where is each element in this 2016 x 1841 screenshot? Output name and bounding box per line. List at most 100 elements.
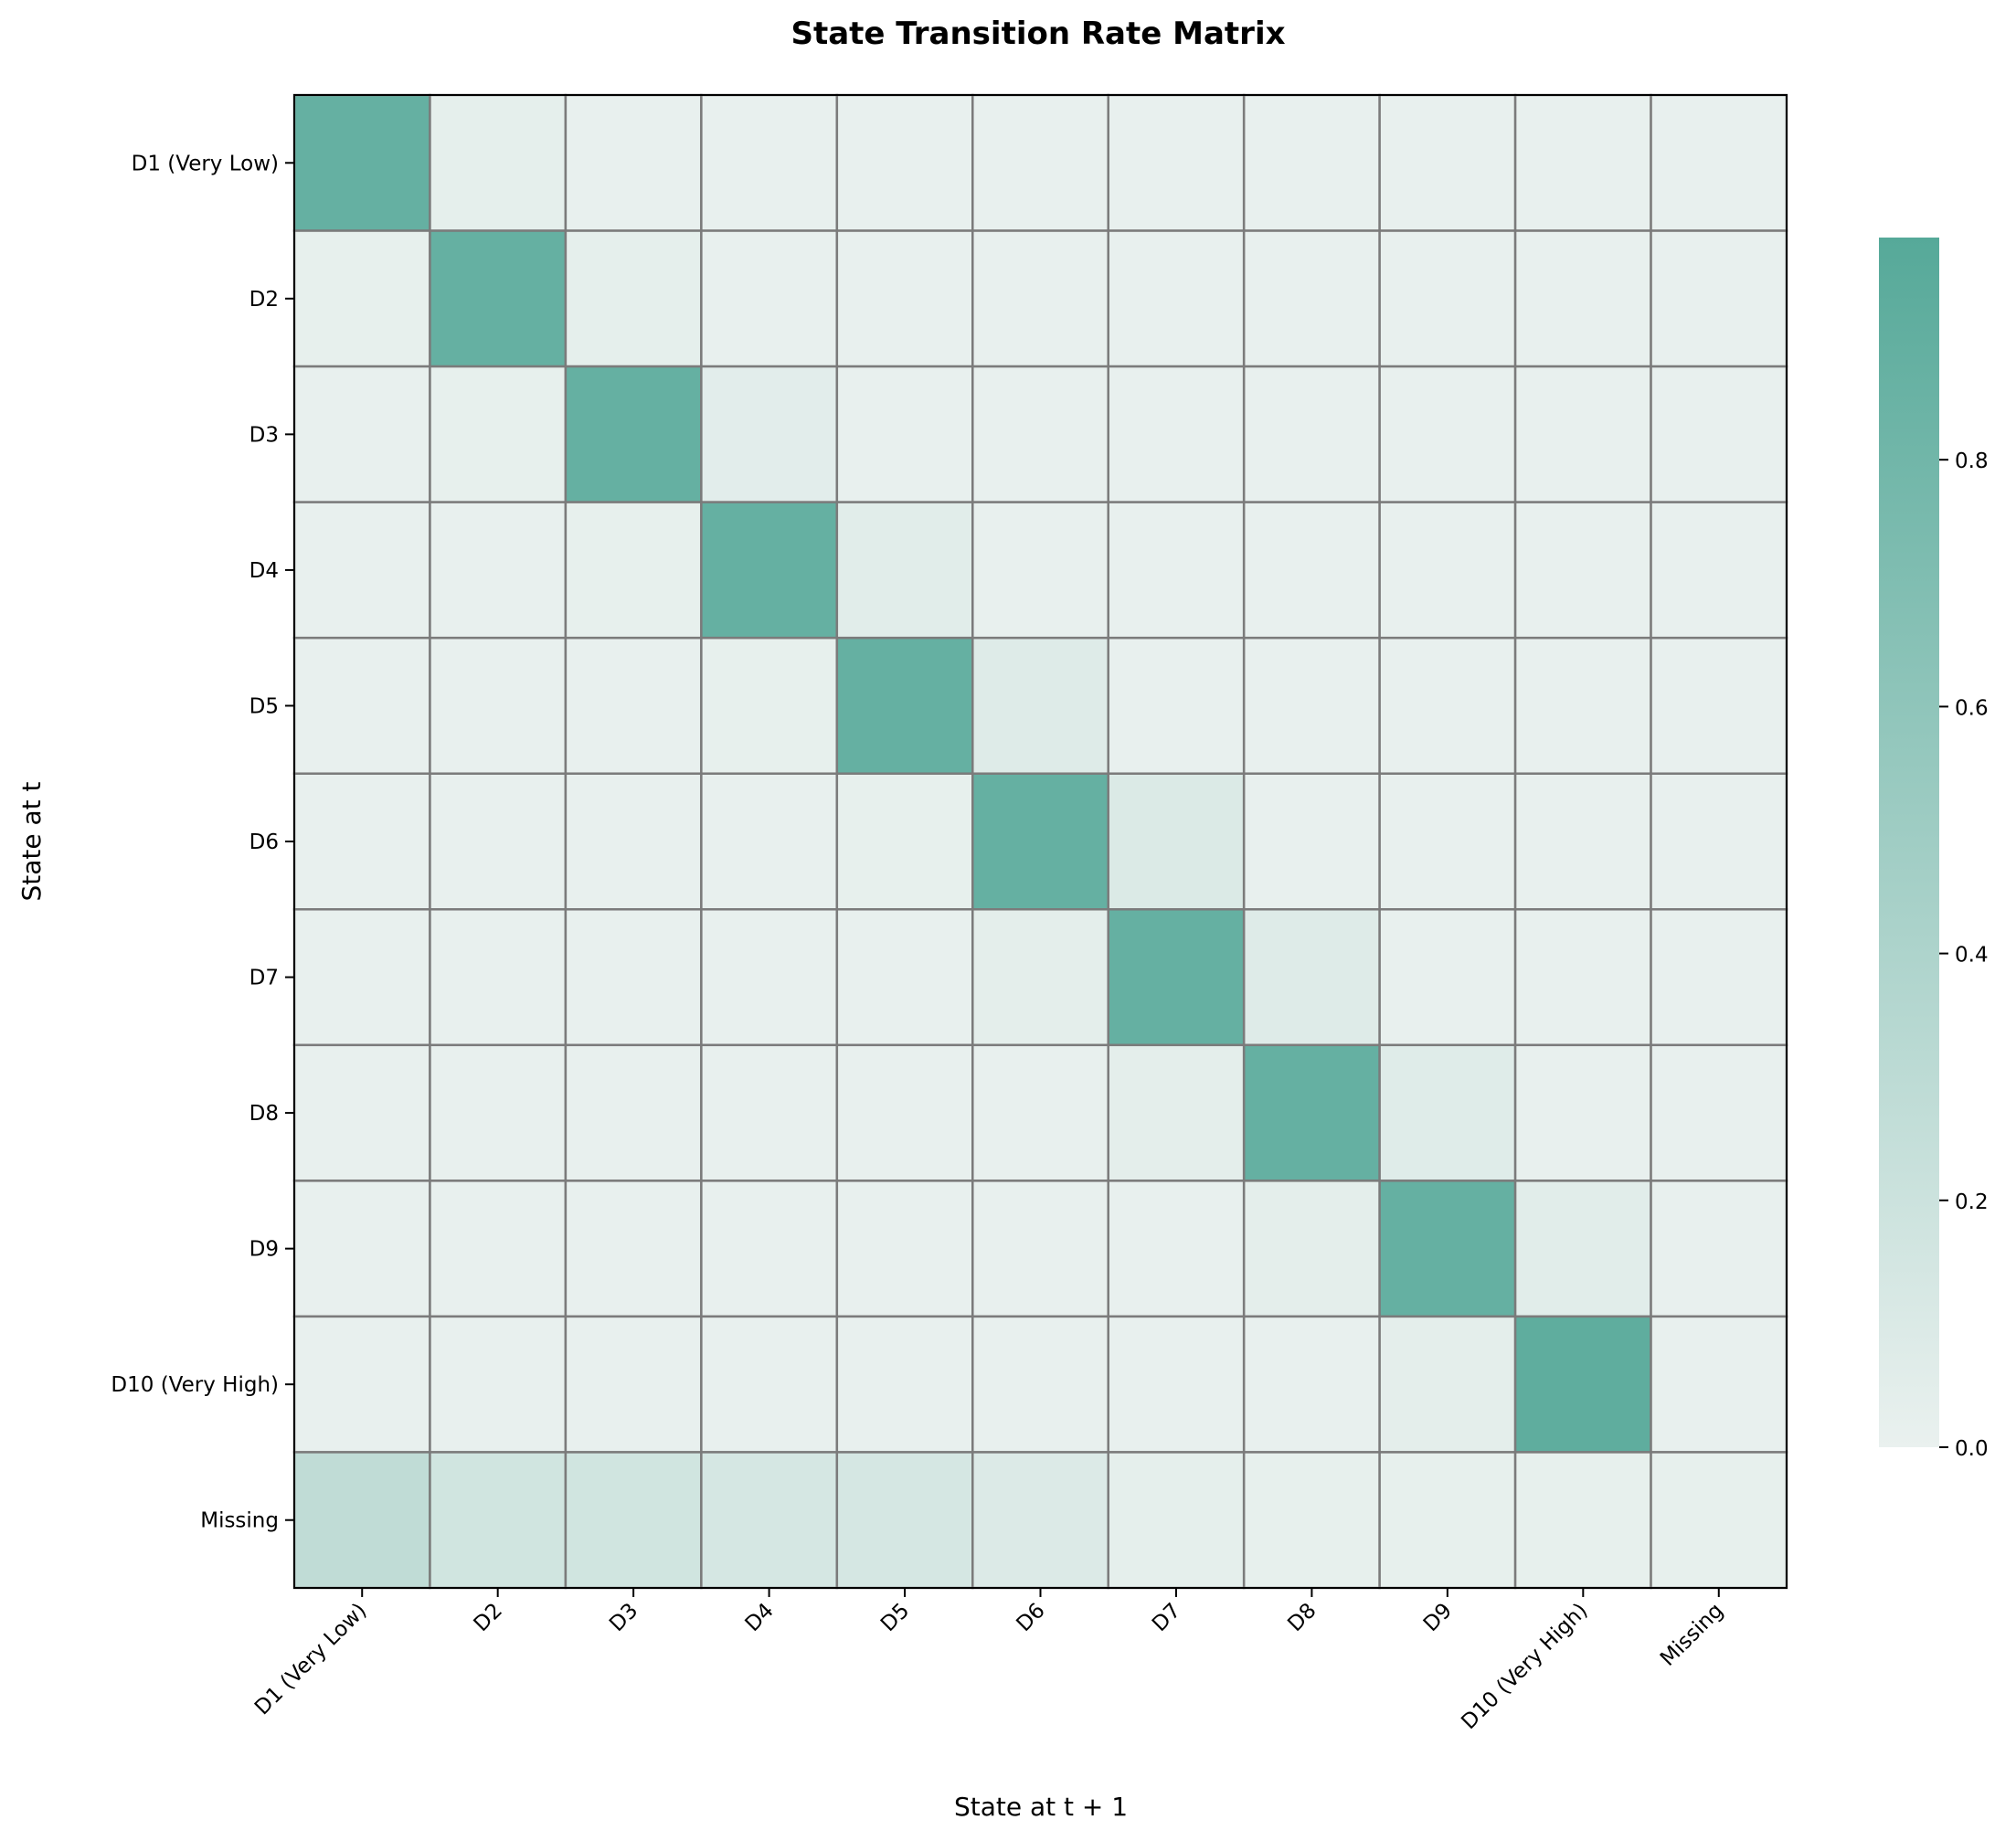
heatmap-cell <box>1107 501 1246 640</box>
heatmap-cell <box>1378 1043 1517 1182</box>
heatmap-cell <box>1513 908 1652 1047</box>
y-tick-label: D4 <box>249 559 279 583</box>
heatmap-cell <box>292 229 431 368</box>
heatmap-cell <box>1378 636 1517 775</box>
heatmap-cell <box>835 501 974 640</box>
heatmap-cell <box>564 93 703 232</box>
heatmap-cell <box>292 636 431 775</box>
heatmap-cell <box>1513 93 1652 232</box>
chart-title: State Transition Rate Matrix <box>790 16 1285 52</box>
y-tick-label: D7 <box>249 967 279 990</box>
y-tick-label: D5 <box>249 694 279 718</box>
heatmap-cell <box>1378 772 1517 911</box>
y-tick-label: D3 <box>249 423 279 447</box>
colorbar-tick-label: 0.6 <box>1955 696 1989 720</box>
heatmap-cell <box>1107 1180 1246 1318</box>
x-tick-label: D3 <box>605 1599 642 1636</box>
heatmap-cell <box>1513 772 1652 911</box>
heatmap-cell <box>1107 229 1246 368</box>
heatmap-cell <box>700 908 839 1047</box>
heatmap-cell <box>429 501 568 640</box>
heatmap-cell <box>1242 365 1381 503</box>
y-axis-ticks: D1 (Very Low) D2 D3 D4 D5 D6 D7 D8 D9 D10 (Very H… <box>111 152 294 1533</box>
heatmap-cell <box>1242 93 1381 232</box>
heatmap-cell <box>971 1315 1109 1454</box>
heatmap-cell <box>1242 229 1381 368</box>
x-tick-label: D8 <box>1283 1599 1321 1636</box>
heatmap-cell <box>1107 908 1246 1047</box>
x-tick-label: D6 <box>1012 1599 1049 1636</box>
heatmap-cell <box>564 1180 703 1318</box>
heatmap-cell <box>564 1315 703 1454</box>
heatmap-cell <box>1650 1451 1788 1590</box>
heatmap-cell <box>1513 229 1652 368</box>
heatmap-cell <box>971 93 1109 232</box>
heatmap-cell <box>1513 365 1652 503</box>
heatmap-cell <box>1107 1315 1246 1454</box>
heatmap-cell <box>1107 1043 1246 1182</box>
heatmap-cell <box>1378 365 1517 503</box>
heatmap-cell <box>1107 636 1246 775</box>
heatmap-cell <box>700 1043 839 1182</box>
heatmap-cell <box>564 772 703 911</box>
heatmap-cell <box>429 93 568 232</box>
heatmap-cell <box>700 365 839 503</box>
heatmap-cell <box>971 908 1109 1047</box>
heatmap-cell <box>1513 1451 1652 1590</box>
heatmap-cell <box>1650 1043 1788 1182</box>
heatmap-cell <box>700 1180 839 1318</box>
heatmap-cell <box>1378 1180 1517 1318</box>
heatmap-cell <box>1378 229 1517 368</box>
heatmap-cell <box>1378 908 1517 1047</box>
heatmap-cell <box>1650 93 1788 232</box>
heatmap-cell <box>1378 93 1517 232</box>
x-tick-label: D1 (Very Low) <box>250 1599 371 1719</box>
heatmap-cell <box>1650 636 1788 775</box>
y-tick-label: Missing <box>200 1509 279 1533</box>
heatmap-cell <box>1650 908 1788 1047</box>
x-tick-label: D7 <box>1148 1599 1185 1636</box>
heatmap-cell <box>835 93 974 232</box>
heatmap-cell <box>835 908 974 1047</box>
heatmap-cell <box>835 1043 974 1182</box>
heatmap-cell <box>564 229 703 368</box>
heatmap-cell <box>700 636 839 775</box>
heatmap-cell <box>835 365 974 503</box>
heatmap-cell <box>1513 636 1652 775</box>
heatmap-cell <box>1513 1180 1652 1318</box>
heatmap-cell <box>700 501 839 640</box>
heatmap-cell <box>835 636 974 775</box>
heatmap-cell <box>1242 1451 1381 1590</box>
heatmap-cell <box>292 501 431 640</box>
heatmap-cell <box>1378 1315 1517 1454</box>
heatmap-cell <box>292 1180 431 1318</box>
heatmap-cell <box>429 1180 568 1318</box>
heatmap-cell <box>564 1043 703 1182</box>
heatmap-cell <box>429 772 568 911</box>
heatmap-cell <box>292 1043 431 1182</box>
heatmap-cell <box>700 1315 839 1454</box>
colorbar-ticks: 0.0 0.2 0.4 0.6 0.8 <box>1939 450 1989 1461</box>
heatmap-cell <box>429 1043 568 1182</box>
heatmap-cell <box>429 1451 568 1590</box>
heatmap-cell <box>971 1451 1109 1590</box>
heatmap-cell <box>1242 1043 1381 1182</box>
heatmap-cell <box>1242 1180 1381 1318</box>
heatmap-cell <box>1650 772 1788 911</box>
heatmap-cell <box>292 93 431 232</box>
heatmap-cell <box>1650 365 1788 503</box>
heatmap-cell <box>700 1451 839 1590</box>
heatmap-cell <box>1513 501 1652 640</box>
y-axis-label: State at t <box>16 781 47 901</box>
heatmap-cell <box>429 1315 568 1454</box>
heatmap-cell <box>292 1315 431 1454</box>
heatmap-cells <box>292 93 1788 1590</box>
heatmap-cell <box>1650 1180 1788 1318</box>
heatmap-cell <box>971 501 1109 640</box>
colorbar-tick-label: 0.0 <box>1955 1437 1989 1461</box>
heatmap-cell <box>1107 1451 1246 1590</box>
heatmap-cell <box>1378 1451 1517 1590</box>
colorbar-tick-label: 0.4 <box>1955 944 1989 968</box>
heatmap-cell <box>564 501 703 640</box>
heatmap-cell <box>971 229 1109 368</box>
